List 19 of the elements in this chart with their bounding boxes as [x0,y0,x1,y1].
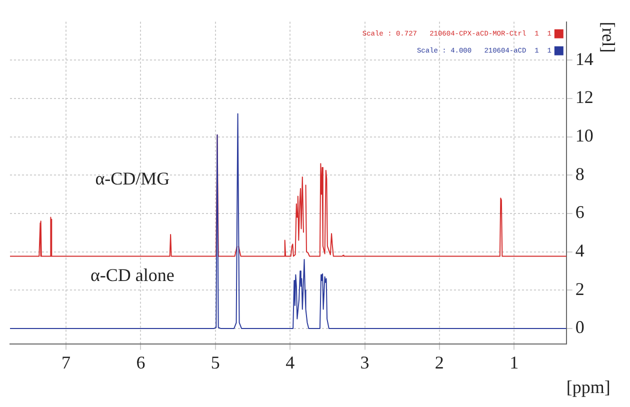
y-tick-label: 12 [575,87,594,108]
x-tick-label: 7 [62,352,71,372]
y-tick-label: 2 [575,278,584,299]
x-tick-label: 3 [360,352,370,372]
y-tick-label: 6 [575,202,584,222]
y-tick-label: 8 [575,164,584,184]
x-tick-label: 1 [510,352,519,372]
x-axis-title: [ppm] [566,376,610,397]
annotation: α-CD/MG [95,168,170,188]
annotation: α-CD alone [90,264,174,285]
y-tick-label: 4 [575,240,584,261]
x-tick-label: 5 [210,352,220,372]
y-axis-title: [rel] [598,22,618,53]
x-tick-label: 6 [136,352,146,372]
y-tick-label: 10 [575,126,594,146]
y-tick-label: 0 [575,317,584,338]
x-tick-label: 4 [286,352,295,372]
y-tick-label: 14 [575,48,594,69]
x-tick-label: 2 [434,352,444,372]
